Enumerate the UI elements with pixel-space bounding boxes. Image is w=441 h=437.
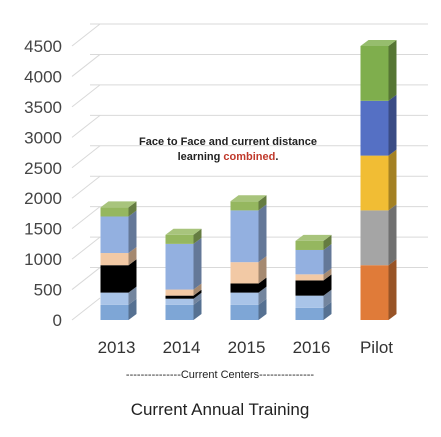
bar-segment xyxy=(165,289,194,296)
bar-segment-side xyxy=(323,274,332,296)
y-tick-label: 4500 xyxy=(24,37,62,56)
bar-segment-side xyxy=(258,204,267,263)
bar-segment xyxy=(230,304,259,320)
bar-segment-side xyxy=(193,298,202,320)
bar-segment xyxy=(360,210,389,266)
bar-segment-side xyxy=(258,195,267,211)
bar-segment-side xyxy=(128,247,137,266)
bar-top xyxy=(360,40,397,46)
y-tick-label: 2000 xyxy=(24,189,62,208)
grid-diagonal xyxy=(71,84,101,108)
bar-segment xyxy=(100,304,129,320)
bar-segment-side xyxy=(128,201,137,217)
bar-top xyxy=(100,201,137,208)
grid-diagonal xyxy=(71,236,101,260)
x-tick-label: 2015 xyxy=(228,338,266,357)
bar-segment-side xyxy=(388,259,397,320)
grid-diagonal xyxy=(71,114,101,138)
y-tick-label: 500 xyxy=(34,281,62,300)
bar-segment-side xyxy=(258,298,267,320)
bar-segment-side xyxy=(323,289,332,308)
bar-segment-side xyxy=(388,94,397,156)
grid-diagonal xyxy=(71,297,101,321)
bar-segment xyxy=(230,283,259,293)
bar-segment xyxy=(295,274,324,281)
chart-title: Current Annual Training xyxy=(130,400,310,419)
bar-segment-side xyxy=(128,286,137,305)
bar-segment xyxy=(295,307,324,320)
bar-segment xyxy=(360,155,389,211)
bar-segment xyxy=(165,295,194,299)
grid-diagonal xyxy=(71,206,101,230)
bar-segment-side xyxy=(258,256,267,284)
grid-diagonal xyxy=(71,145,101,169)
x-tick-label: Pilot xyxy=(360,338,393,357)
annotation-line-1: Face to Face and current distance xyxy=(139,136,317,148)
bar-segment-side xyxy=(388,149,397,211)
bar-segment xyxy=(100,292,129,305)
bar-segment-side xyxy=(388,40,397,101)
bar-top xyxy=(230,195,267,202)
bar-segment xyxy=(100,207,129,217)
bar-segment xyxy=(165,234,194,244)
bar-segment xyxy=(100,265,129,293)
bar-segment-side xyxy=(193,283,202,296)
bar-segment-side xyxy=(323,243,332,275)
y-tick-label: 3500 xyxy=(24,98,62,117)
annotation-text: learning xyxy=(177,151,224,163)
bar-segment xyxy=(100,253,129,266)
annotation-period: . xyxy=(275,151,279,163)
bar-segment-side xyxy=(193,289,202,299)
bar-segment xyxy=(230,292,259,305)
bar-segment-side xyxy=(128,210,137,254)
grid-diagonal xyxy=(71,54,101,77)
bar-segment xyxy=(295,240,324,250)
bar-segment xyxy=(360,265,389,320)
x-tick-label: 2014 xyxy=(163,338,201,357)
y-tick-label: 1500 xyxy=(24,220,62,239)
bar-segment xyxy=(295,295,324,308)
y-tick-label: 4000 xyxy=(24,67,62,86)
bar-segment xyxy=(230,262,259,284)
bar-segment xyxy=(230,201,259,211)
x-tick-label: 2016 xyxy=(293,338,331,357)
bar-segment xyxy=(360,100,389,156)
chart-annotation: Face to Face and current distance learni… xyxy=(118,135,338,165)
y-tick-label: 2500 xyxy=(24,159,62,178)
bar-segment xyxy=(230,210,259,263)
grid-diagonal xyxy=(71,175,101,199)
bar-segment xyxy=(295,280,324,296)
bar-segment-side xyxy=(193,237,202,290)
bar-segment-side xyxy=(193,292,202,305)
group-label: ---------------Current Centers----------… xyxy=(125,369,315,381)
bar-segment xyxy=(165,298,194,305)
x-tick-label: 2013 xyxy=(98,338,136,357)
bar-segment-side xyxy=(258,277,267,293)
grid-diagonal xyxy=(71,23,101,47)
bar-top xyxy=(295,234,332,241)
bar-segment-side xyxy=(128,259,137,293)
bar-segment-side xyxy=(323,268,332,281)
bar-segment xyxy=(165,304,194,320)
bar-segment-side xyxy=(128,298,137,320)
bar-segment-side xyxy=(258,286,267,305)
bar-segment xyxy=(165,243,194,290)
grid-diagonal xyxy=(71,267,101,290)
y-tick-label: 0 xyxy=(53,311,62,330)
annotation-line-2: learning combined. xyxy=(118,150,338,165)
bar-segment-side xyxy=(193,228,202,244)
y-tick-label: 1000 xyxy=(24,250,62,269)
bar-segment-side xyxy=(323,234,332,250)
bar-segment-side xyxy=(323,301,332,320)
y-tick-label: 3000 xyxy=(24,128,62,147)
bar-segment-side xyxy=(388,204,397,266)
bar-segment xyxy=(100,216,129,254)
annotation-highlight: combined xyxy=(223,151,276,163)
bar-segment xyxy=(360,46,389,101)
bar-segment xyxy=(295,249,324,275)
bar-top xyxy=(165,228,202,235)
